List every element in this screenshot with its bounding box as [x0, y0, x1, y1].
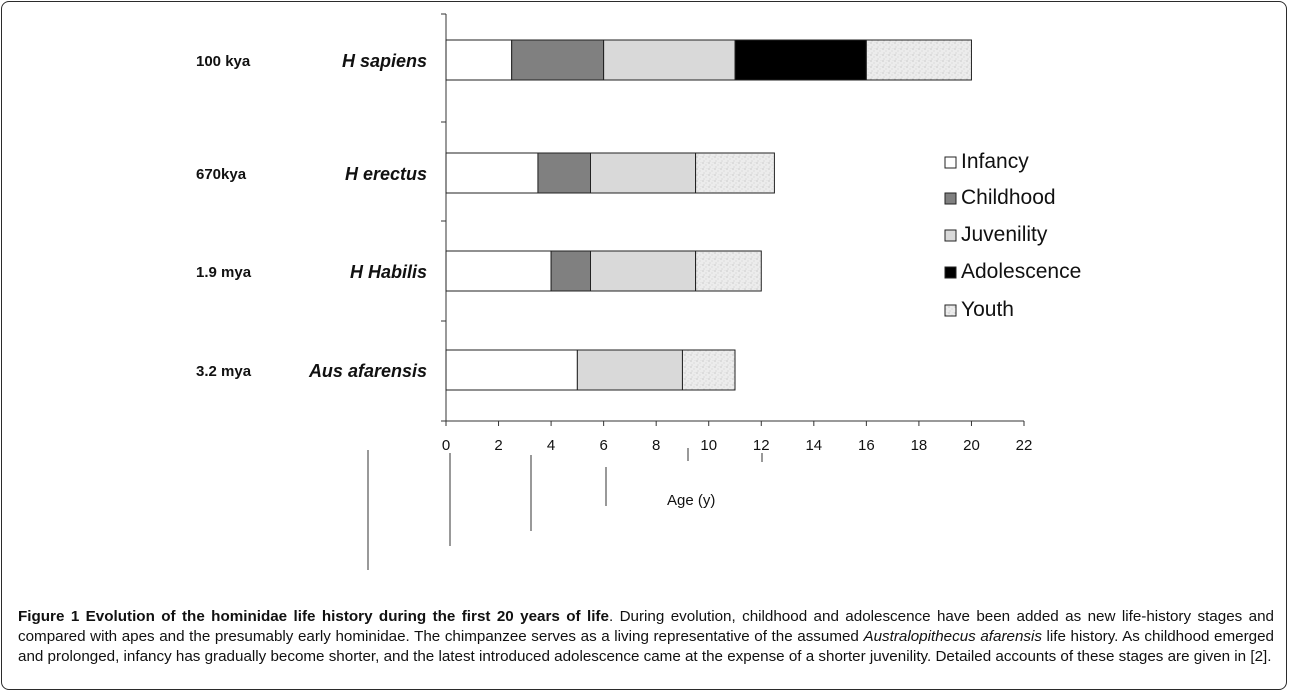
bar-h-erectus-youth [695, 152, 775, 194]
x-tick-label-0: 0 [442, 437, 450, 454]
legend-swatch-juvenility [944, 229, 957, 242]
legend-label-adolescence: Adolescence [961, 260, 1081, 283]
x-tick-label-8: 8 [652, 437, 660, 454]
legend-label-youth: Youth [961, 298, 1014, 321]
chart-bars [445, 39, 972, 391]
bar-aus-afarensis-juvenility [576, 349, 683, 391]
period-label: 100 kya [196, 53, 251, 70]
x-tick-label-22: 22 [1016, 437, 1033, 454]
stacked-bar-chart: 100 kya H sapiens 670kya H erectus 1.9 mya H … [196, 13, 1081, 570]
x-tick-label-18: 18 [911, 437, 928, 454]
legend-label-juvenility: Juvenility [961, 223, 1048, 246]
bar-h-erectus-juvenility [590, 152, 697, 194]
legend-label-infancy: Infancy [961, 150, 1029, 173]
x-tick-label-2: 2 [494, 437, 502, 454]
bar-aus-afarensis-youth [681, 349, 736, 391]
period-label: 670kya [196, 166, 247, 183]
x-tick-label-6: 6 [599, 437, 607, 454]
bar-h-habilis-childhood [550, 250, 591, 292]
row-labels: 100 kya H sapiens 670kya H erectus 1.9 mya H … [196, 51, 427, 381]
bar-h-sapiens-infancy [445, 39, 513, 81]
figure-caption: Figure 1 Evolution of the hominidae life… [18, 607, 1274, 667]
caption-text-b: life history. As childhood emerged and p… [18, 628, 1274, 665]
bar-h-habilis-juvenility [590, 250, 697, 292]
period-label: 3.2 mya [196, 363, 252, 380]
legend-swatch-youth [944, 304, 957, 317]
category-label: H sapiens [342, 51, 427, 71]
x-axis-label: Age (y) [667, 492, 715, 509]
period-label: 1.9 mya [196, 264, 252, 281]
x-tick-label-16: 16 [858, 437, 875, 454]
legend: Infancy Childhood Juvenility Adolescence You… [944, 150, 1081, 321]
bar-h-sapiens-childhood [511, 39, 605, 81]
x-tick-label-20: 20 [963, 437, 980, 454]
bar-h-sapiens-adolescence [734, 39, 867, 81]
x-tick-label-14: 14 [805, 437, 822, 454]
category-label: H erectus [345, 164, 427, 184]
bar-h-erectus-childhood [537, 152, 591, 194]
caption-title: Figure 1 Evolution of the hominidae life… [18, 608, 609, 625]
bar-h-sapiens-youth [865, 39, 972, 81]
caption-species: Australopithecus afarensis [863, 628, 1042, 645]
bar-h-sapiens-juvenility [603, 39, 736, 81]
category-label: H Habilis [350, 262, 427, 282]
bar-aus-afarensis-infancy [445, 349, 578, 391]
bar-h-erectus-infancy [445, 152, 539, 194]
bar-h-habilis-youth [695, 250, 762, 292]
legend-swatch-infancy [944, 156, 957, 169]
bar-h-habilis-infancy [445, 250, 552, 292]
stray-lines [367, 448, 763, 570]
legend-swatch-adolescence [944, 266, 957, 279]
caption-text-a: . During evolution, childhood and adoles… [18, 608, 1274, 645]
x-tick-label-12: 12 [753, 437, 770, 454]
x-tick-labels: 0 2 4 6 8 10 12 14 16 18 20 22 [442, 437, 1033, 454]
legend-label-childhood: Childhood [961, 186, 1056, 209]
category-label: Aus afarensis [308, 361, 427, 381]
x-tick-label-4: 4 [547, 437, 555, 454]
legend-swatch-childhood [944, 192, 957, 205]
x-tick-label-10: 10 [700, 437, 717, 454]
